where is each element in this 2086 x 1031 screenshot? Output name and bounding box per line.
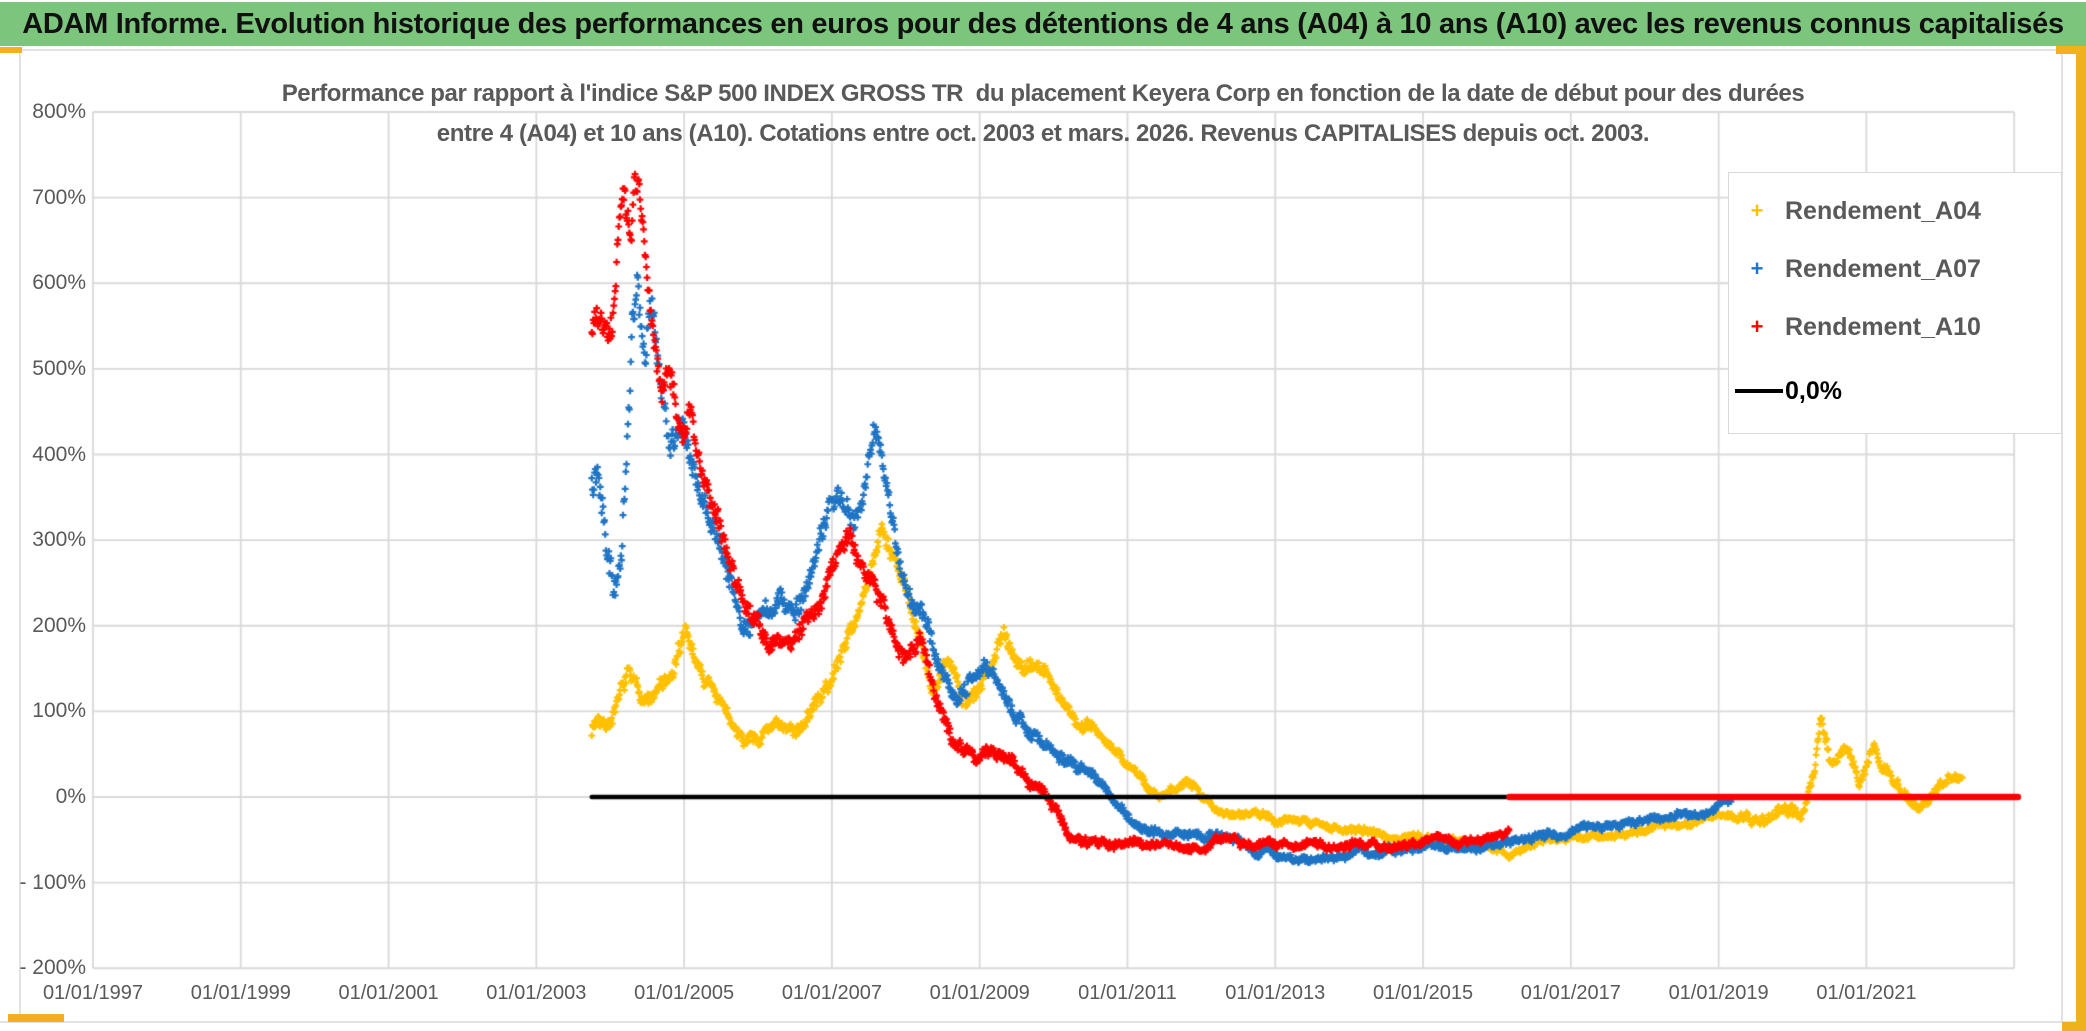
- y-axis-label: 700%: [32, 185, 86, 209]
- legend-line-marker-icon: [1735, 388, 1783, 394]
- legend-plus-marker-icon: +: [1750, 198, 1764, 223]
- chart-title-line2: entre 4 (A04) et 10 ans (A10). Cotations…: [436, 120, 1650, 147]
- legend-item-rendement-a04: + Rendement_A04: [1729, 191, 2061, 231]
- x-axis-label: 01/01/2019: [1668, 982, 1769, 1005]
- frame-bottom-border: [0, 1021, 2086, 1023]
- x-axis-label: 01/01/2015: [1372, 982, 1474, 1005]
- legend-plus-marker-icon: +: [1750, 256, 1764, 281]
- y-axis-label: 600%: [32, 271, 86, 295]
- frame-top-divider: [0, 49, 2086, 51]
- x-axis-label: 01/01/2009: [929, 982, 1030, 1005]
- y-axis-label: 400%: [32, 442, 86, 466]
- legend-plus-marker-icon: +: [1750, 314, 1764, 339]
- y-axis-label: 300%: [32, 528, 86, 552]
- legend-item-rendement-a07: + Rendement_A07: [1729, 249, 2061, 289]
- y-axis-label: 0%: [55, 785, 86, 808]
- y-axis-label: 200%: [32, 613, 86, 637]
- legend-item-rendement-a10: + Rendement_A10: [1729, 307, 2061, 347]
- x-axis-label: 01/01/2003: [486, 982, 587, 1005]
- x-axis-label: 01/01/2001: [338, 982, 439, 1005]
- x-axis-label: 01/01/2005: [634, 982, 735, 1005]
- x-axis-label: 01/01/2013: [1225, 982, 1326, 1005]
- y-axis-label: 800%: [32, 100, 86, 123]
- legend-item-0-0-: 0,0%: [1729, 371, 2061, 411]
- x-axis-label: 01/01/2007: [781, 982, 882, 1005]
- chart-title-line1: Performance par rapport à l'indice S&P 5…: [281, 80, 1805, 107]
- page-title: ADAM Informe. Evolution historique des p…: [22, 7, 2064, 40]
- y-axis-label: 500%: [32, 356, 86, 380]
- y-axis-label: 100%: [32, 699, 86, 723]
- chart-legend: + Rendement_A04 + Rendement_A07 + Rendement_A…: [1728, 172, 2062, 434]
- title-bar: ADAM Informe. Evolution historique des p…: [0, 2, 2086, 46]
- frame-right-border: [2061, 50, 2063, 1022]
- gold-accent-bottom-left: [8, 1014, 64, 1022]
- x-axis-label: 01/01/1997: [42, 982, 144, 1005]
- gold-accent-right-strip: [2076, 40, 2086, 1031]
- legend-label: Rendement_A04: [1785, 196, 1981, 225]
- legend-label: Rendement_A10: [1785, 312, 1981, 341]
- x-axis-label: 01/01/2017: [1520, 982, 1621, 1005]
- x-axis-label: 01/01/2011: [1078, 982, 1177, 1005]
- y-axis-label: - 100%: [19, 870, 86, 894]
- frame-left-border: [19, 50, 21, 1022]
- legend-label: 0,0%: [1785, 376, 1842, 405]
- chart-title: Performance par rapport à l'indice S&P 5…: [143, 74, 1943, 154]
- y-axis-label: - 200%: [19, 956, 86, 980]
- legend-label: Rendement_A07: [1785, 254, 1981, 283]
- x-axis-label: 01/01/1999: [190, 982, 291, 1005]
- gold-accent-top-left: [0, 47, 22, 53]
- gold-accent-bottom-right: [2062, 1022, 2086, 1031]
- x-axis-label: 01/01/2021: [1816, 982, 1917, 1005]
